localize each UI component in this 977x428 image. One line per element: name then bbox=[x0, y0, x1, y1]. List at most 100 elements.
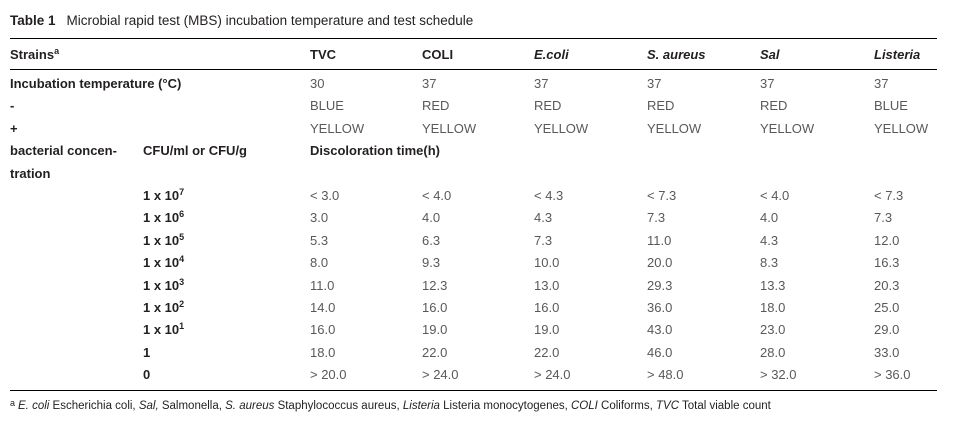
cell-value: YELLOW bbox=[874, 120, 929, 136]
cell-value: YELLOW bbox=[647, 120, 702, 136]
cell-value: 7.3 bbox=[534, 232, 553, 248]
header-row: Strainsa TVC COLI E.coli S. aureus Sal L… bbox=[10, 38, 937, 70]
row-label-spacer bbox=[10, 207, 143, 229]
concentration-row: 1 x 105 5.3 6.3 7.3 11.0 4.3 12.0 bbox=[10, 230, 937, 252]
footnote-marker: a bbox=[10, 397, 16, 408]
concentration-label: 1 bbox=[143, 344, 151, 360]
concentration-row: 1 18.0 22.0 22.0 46.0 28.0 33.0 bbox=[10, 342, 937, 364]
cell-value: 28.0 bbox=[760, 344, 786, 360]
cell-value: 7.3 bbox=[647, 210, 666, 226]
row-label-spacer bbox=[10, 297, 143, 319]
footnote-part: Staphylococcus aureus, bbox=[274, 399, 403, 412]
cell-value: YELLOW bbox=[310, 120, 365, 136]
concentration-header-row: bacterial concen-tration CFU/ml or CFU/g D… bbox=[10, 140, 937, 185]
cell-value: RED bbox=[760, 98, 788, 114]
cell-value: 16.0 bbox=[422, 300, 448, 316]
cell-value: 14.0 bbox=[310, 300, 336, 316]
concentration-row: 1 x 103 11.0 12.3 13.0 29.3 13.3 20.3 bbox=[10, 275, 937, 297]
concentration-row: 1 x 106 3.0 4.0 4.3 7.3 4.0 7.3 bbox=[10, 207, 937, 229]
concentration-label: 1 x 102 bbox=[143, 299, 185, 316]
exponent: 7 bbox=[179, 187, 185, 198]
cell-value: 25.0 bbox=[874, 300, 900, 316]
cell-value: > 24.0 bbox=[534, 364, 647, 391]
concentration-label: 1 x 106 bbox=[143, 209, 185, 226]
row-label-spacer bbox=[10, 252, 143, 274]
cell-value: 16.3 bbox=[874, 255, 900, 271]
cell-value: < 4.0 bbox=[760, 188, 790, 204]
footnote-part: S. aureus bbox=[225, 399, 275, 412]
paper-table-figure: Table 1 Microbial rapid test (MBS) incuba… bbox=[10, 12, 937, 412]
cell-value: 8.0 bbox=[310, 255, 329, 271]
footnote-part: E. coli bbox=[18, 399, 50, 412]
concentration-label: 1 x 105 bbox=[143, 231, 185, 248]
cell-value: 18.0 bbox=[760, 300, 786, 316]
cell-value: 4.0 bbox=[422, 210, 441, 226]
cell-value: < 7.3 bbox=[874, 188, 904, 204]
cell-value: 33.0 bbox=[874, 344, 900, 360]
cell-value: 11.0 bbox=[647, 232, 672, 248]
cell-value: 16.0 bbox=[310, 322, 336, 338]
strains-label: Strains bbox=[10, 47, 55, 62]
column-header-coli: COLI bbox=[422, 38, 534, 70]
row-label-spacer bbox=[10, 230, 143, 252]
column-header-strains: Strainsa bbox=[10, 38, 310, 70]
footnote-part: Total viable count bbox=[679, 399, 771, 412]
cell-value: < 3.0 bbox=[310, 188, 340, 204]
row-label-spacer bbox=[10, 364, 143, 391]
row-label: + bbox=[10, 120, 18, 136]
cell-value: BLUE bbox=[874, 98, 908, 114]
concentration-row: 0 > 20.0 > 24.0 > 24.0 > 48.0 > 32.0 > 36.0 bbox=[10, 364, 937, 391]
cell-value: 4.3 bbox=[534, 210, 553, 226]
concentration-row: 1 x 101 16.0 19.0 19.0 43.0 23.0 29.0 bbox=[10, 319, 937, 341]
cell-value: YELLOW bbox=[760, 120, 815, 136]
column-header-ecoli: E.coli bbox=[534, 38, 647, 70]
concentration-label: 1 x 101 bbox=[143, 321, 185, 338]
span-header-discoloration-time: Discoloration time(h) bbox=[310, 143, 441, 159]
cell-value: 5.3 bbox=[310, 232, 329, 248]
cell-value: < 4.3 bbox=[534, 188, 564, 204]
cell-value: BLUE bbox=[310, 98, 344, 114]
footnote-text: E. coli Escherichia coli, Sal, Salmonell… bbox=[18, 400, 771, 412]
concentration-row: 1 x 104 8.0 9.3 10.0 20.0 8.3 16.3 bbox=[10, 252, 937, 274]
footnote-part: Listeria bbox=[402, 399, 440, 412]
cell-value: 22.0 bbox=[534, 344, 560, 360]
concentration-label: 0 bbox=[143, 364, 310, 391]
cell-value: 13.0 bbox=[534, 277, 560, 293]
cell-value: 12.3 bbox=[422, 277, 448, 293]
footnote-part: Coliforms, bbox=[597, 399, 656, 412]
cell-value: 46.0 bbox=[647, 344, 673, 360]
cell-value: 3.0 bbox=[310, 210, 329, 226]
footnote-part: COLI bbox=[571, 399, 598, 412]
exponent: 6 bbox=[179, 209, 185, 220]
concentration-label: 1 x 104 bbox=[143, 254, 185, 271]
table-number: Table 1 bbox=[10, 13, 56, 28]
table-caption: Table 1 Microbial rapid test (MBS) incuba… bbox=[10, 12, 937, 29]
strains-footnote-marker: a bbox=[54, 46, 60, 56]
cell-value: 30 bbox=[310, 76, 325, 91]
cell-value: > 48.0 bbox=[647, 364, 760, 391]
row-label: Incubation temperature (°C) bbox=[10, 76, 182, 91]
cell-value: < 4.0 bbox=[422, 188, 452, 204]
cell-value: 37 bbox=[874, 76, 889, 91]
cell-value: 29.3 bbox=[647, 277, 673, 293]
exponent: 2 bbox=[179, 299, 185, 310]
cell-value: 23.0 bbox=[760, 322, 786, 338]
footnote-part: Escherichia coli, bbox=[49, 399, 139, 412]
cell-value: YELLOW bbox=[534, 120, 589, 136]
exponent: 4 bbox=[179, 254, 185, 265]
cell-value: RED bbox=[647, 98, 675, 114]
cell-value: 8.3 bbox=[760, 255, 779, 271]
row-label-spacer bbox=[10, 319, 143, 341]
exponent: 5 bbox=[179, 231, 185, 242]
column-header-sal: Sal bbox=[760, 38, 874, 70]
concentration-row: 1 x 102 14.0 16.0 16.0 36.0 18.0 25.0 bbox=[10, 297, 937, 319]
row-label-spacer bbox=[10, 185, 143, 207]
column-header-listeria: Listeria bbox=[874, 38, 937, 70]
cell-value: RED bbox=[534, 98, 562, 114]
cell-value: > 20.0 bbox=[310, 364, 422, 391]
cell-value: > 24.0 bbox=[422, 364, 534, 391]
cell-value: > 32.0 bbox=[760, 364, 874, 391]
exponent: 1 bbox=[179, 321, 185, 332]
cell-value: RED bbox=[422, 98, 450, 114]
cell-value: 37 bbox=[760, 76, 775, 91]
